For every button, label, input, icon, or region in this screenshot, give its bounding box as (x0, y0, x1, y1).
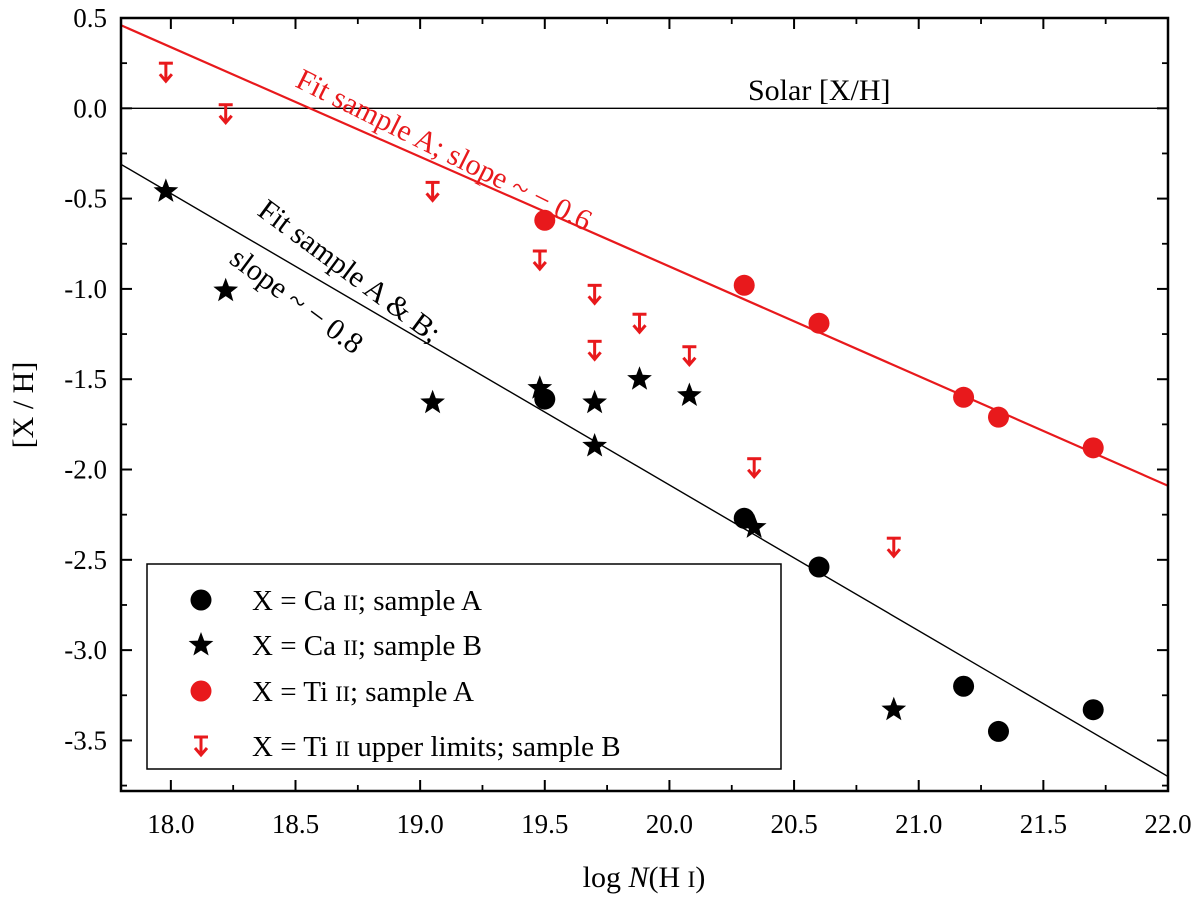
legend-label-pre: X = Ca (252, 630, 343, 662)
y-axis-label: [X / H] (7, 362, 40, 449)
limit-arrowhead (425, 192, 440, 203)
series-2 (534, 209, 1104, 459)
upper-limit-arrow-point-3-4 (587, 283, 602, 306)
legend: X = Ca II; sample AX = Ca II; sample BX … (146, 563, 782, 770)
star-point-1-8 (741, 514, 767, 538)
star-point-1-4 (582, 389, 608, 414)
legend-label-post: upper limits; sample B (350, 731, 621, 763)
legend-label-roman: II (335, 681, 350, 706)
upper-limit-arrow-point-3-8 (747, 457, 762, 480)
legend-label-post: ; sample A (358, 585, 482, 617)
upper-limit-arrow-point-3-6 (632, 312, 647, 335)
x-tick-label: 19.5 (521, 809, 568, 839)
star-point-1-1 (213, 277, 239, 302)
upper-limit-arrow-point-3-5 (587, 339, 602, 362)
legend-label-pre: X = Ti (252, 676, 335, 708)
legend-marker-0 (190, 589, 212, 611)
star-point-1-2 (420, 389, 445, 414)
x-axis-label-close: ) (695, 861, 705, 894)
legend-label-roman: II (343, 590, 358, 615)
y-tick-label: -1.0 (64, 274, 107, 304)
legend-label-1: X = Ca II; sample B (252, 630, 482, 662)
x-tick-label: 20.5 (770, 809, 817, 839)
data-points (153, 61, 1104, 742)
upper-limit-arrow-point-3-9 (886, 536, 901, 559)
circle-point-2-5 (1082, 437, 1104, 459)
plot-frame (119, 16, 1170, 793)
annotation-solar: Solar [X/H] (748, 74, 890, 107)
y-tick-label: -3.0 (64, 635, 107, 665)
x-tick-label: 21.5 (1020, 809, 1067, 839)
star-point-1-5 (582, 433, 608, 457)
x-tick-label: 18.0 (147, 809, 194, 839)
legend-items: X = Ca II; sample AX = Ca II; sample BX … (188, 585, 621, 763)
x-axis-label-suffix: (H (649, 861, 688, 894)
star-point-1-0 (153, 178, 179, 202)
legend-label-roman: II (343, 635, 358, 660)
legend-label-pre: X = Ti (252, 731, 335, 763)
circle-point-2-0 (534, 209, 556, 231)
series-1 (153, 178, 907, 721)
circle-point-2-4 (987, 406, 1009, 428)
limit-arrowhead (886, 548, 901, 559)
legend-marker-3 (193, 735, 209, 758)
x-tick-label: 21.0 (895, 809, 942, 839)
circle-point-2-3 (953, 386, 975, 408)
y-tick-label: -0.5 (64, 184, 107, 214)
upper-limit-arrow-point-3-2 (425, 180, 440, 203)
axis-ticks: 18.0 18.5 19.0 19.5 20.0 20.5 21.0 21.5 22.0 0.5 0… (64, 3, 1191, 839)
circle-point-0-3 (953, 675, 975, 697)
legend-marker-2 (190, 680, 212, 702)
y-tick-label: 0.0 (73, 93, 107, 123)
upper-limit-arrow-point-3-7 (682, 345, 697, 368)
x-axis-label-prefix: log (583, 861, 629, 894)
upper-limit-arrow-point-3-3 (532, 249, 547, 272)
y-tick-label: -3.5 (64, 725, 107, 755)
limit-arrowhead (532, 261, 547, 272)
upper-limit-arrow-point-3-1 (218, 103, 233, 126)
series-3 (158, 61, 901, 559)
legend-label-pre: X = Ca (252, 585, 343, 617)
legend-label-3: X = Ti II upper limits; sample B (252, 731, 621, 763)
legend-label-2: X = Ti II; sample A (252, 676, 474, 708)
legend-box (146, 563, 782, 770)
x-axis-label-italic: N (628, 861, 651, 894)
legend-label-0: X = Ca II; sample A (252, 585, 482, 617)
y-tick-label: -1.5 (64, 364, 107, 394)
circle-point-0-2 (808, 556, 830, 578)
fit-ca-line (121, 163, 1168, 778)
circle-point-0-4 (987, 720, 1009, 742)
star-point-1-9 (881, 696, 907, 721)
limit-arrowhead (587, 351, 602, 362)
x-tick-label: 18.5 (272, 809, 319, 839)
x-tick-label: 22.0 (1144, 809, 1191, 839)
x-tick-label: 20.0 (646, 809, 693, 839)
legend-label-roman: II (335, 736, 350, 761)
legend-marker-1 (188, 632, 214, 656)
limit-arrowhead (747, 468, 762, 480)
x-axis-label-roman: I (688, 867, 696, 892)
limit-arrowhead (587, 295, 602, 306)
star-point-1-6 (627, 366, 652, 390)
legend-label-post: ; sample A (350, 676, 474, 708)
y-tick-label: -2.0 (64, 455, 107, 485)
star-point-1-7 (677, 382, 702, 406)
limit-arrowhead (682, 356, 697, 368)
limit-arrowhead (193, 747, 209, 758)
x-tick-label: 19.0 (397, 809, 444, 839)
limit-arrowhead (158, 73, 174, 84)
y-tick-label: 0.5 (73, 3, 107, 33)
limit-arrowhead (632, 324, 647, 335)
upper-limit-arrow-point-3-0 (158, 61, 174, 84)
circle-point-2-1 (733, 274, 755, 296)
limit-arrowhead (218, 114, 233, 126)
x-axis-label: log N(H I) (583, 861, 706, 894)
legend-label-post: ; sample B (358, 630, 482, 662)
circle-point-0-5 (1082, 699, 1104, 721)
star-point-1-3 (527, 375, 553, 399)
circle-point-2-2 (808, 312, 830, 334)
y-tick-label: -2.5 (64, 545, 107, 575)
